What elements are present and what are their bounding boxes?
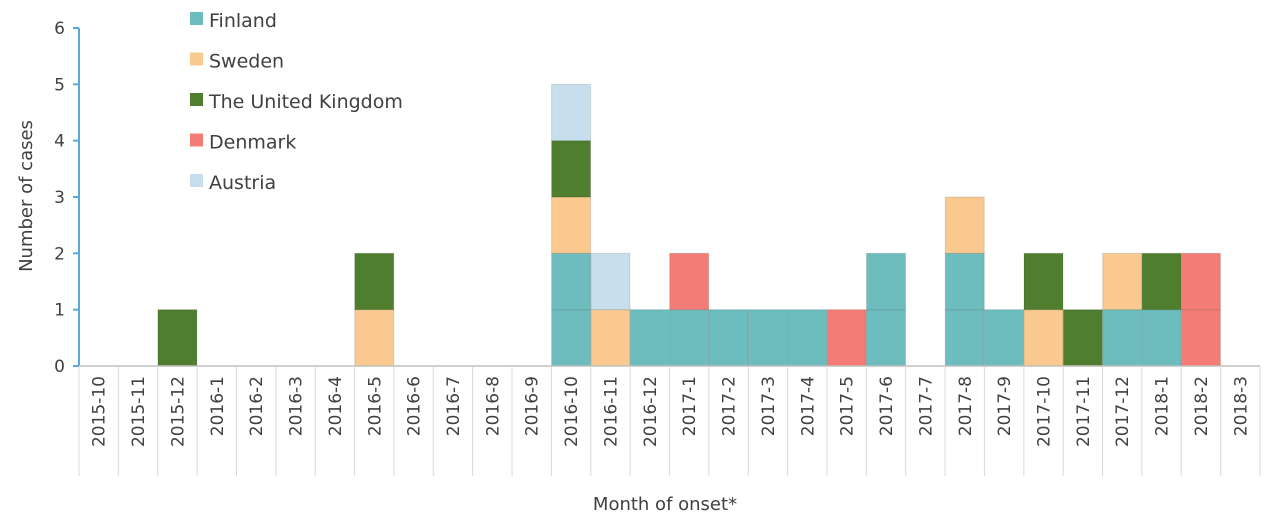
x-tick-label: 2016-9	[523, 376, 543, 436]
bar-segment-2017-8-finland	[944, 252, 985, 311]
bar-segment-2018-1-finland	[1141, 309, 1182, 367]
x-tick-label: 2017-12	[1113, 376, 1133, 447]
bar-segment-2018-2-denmark	[1180, 252, 1221, 311]
legend: Finland Sweden The United Kingdom Denmark Au…	[190, 10, 403, 194]
bar-segment-2018-1-the-united-kingdom	[1141, 252, 1182, 311]
x-tick-label: 2017-6	[877, 376, 897, 436]
bar-segment-2017-10-sweden	[1023, 309, 1064, 367]
x-axis-title: Month of onset*	[593, 494, 737, 515]
x-tick-label: 2018-1	[1153, 376, 1173, 436]
bar-segment-2017-8-sweden	[944, 196, 985, 254]
y-tick-label: 3	[54, 188, 65, 208]
y-tick-label: 2	[54, 244, 65, 264]
bar-segment-2016-12-finland	[629, 309, 670, 367]
bar-segment-2016-10-austria	[551, 83, 592, 142]
x-tick-label: 2017-3	[759, 376, 779, 436]
bar-segment-2017-12-sweden	[1102, 252, 1143, 311]
bar-segment-2018-2-denmark	[1180, 309, 1221, 367]
x-tick-label: 2016-7	[444, 376, 464, 436]
x-tick-label: 2016-6	[405, 376, 425, 436]
bar-segment-2017-6-finland	[866, 252, 907, 311]
x-tick-label: 2017-4	[798, 376, 818, 436]
x-tick-label: 2018-2	[1192, 376, 1212, 436]
x-tick-label: 2016-11	[601, 376, 621, 447]
x-tick-label: 2017-5	[838, 376, 858, 436]
bar-segment-2017-6-finland	[866, 309, 907, 367]
y-tick-label: 4	[54, 132, 65, 152]
y-tick-label: 1	[54, 301, 65, 321]
bar-segment-2016-10-the-united-kingdom	[551, 140, 592, 198]
x-tick-label: 2017-8	[956, 376, 976, 436]
axes-layer: 0 1 2 3 4 5 6 2015-10 2015-11 2015-12 2016-1 2016-2…	[54, 19, 1261, 476]
bar-segment-2017-11-the-united-kingdom	[1062, 309, 1103, 367]
bar-segment-2017-2-finland	[708, 309, 749, 367]
x-tick-label: 2016-2	[247, 376, 267, 436]
x-tick-label: 2017-7	[916, 376, 936, 436]
legend-swatch-denmark	[190, 133, 203, 147]
x-tick-label: 2017-1	[680, 376, 700, 436]
legend-label-denmark: Denmark	[209, 132, 296, 154]
x-tick-label: 2016-12	[641, 376, 661, 447]
bar-segment-2015-12-the-united-kingdom	[157, 309, 198, 367]
legend-swatch-finland	[190, 12, 203, 25]
x-tick-label: 2016-5	[365, 376, 385, 436]
bar-segment-2017-10-the-united-kingdom	[1023, 252, 1064, 311]
bar-segment-2016-5-sweden	[354, 309, 395, 367]
bar-segment-2017-12-finland	[1102, 309, 1143, 367]
legend-label-finland: Finland	[209, 10, 277, 32]
bar-segment-2016-10-finland	[551, 252, 592, 311]
y-axis-title: Number of cases	[16, 120, 37, 272]
legend-label-sweden: Sweden	[209, 51, 284, 73]
x-tick-label: 2017-2	[720, 376, 740, 436]
legend-swatch-the-united-kingdom	[190, 93, 203, 106]
x-tick-label: 2016-3	[287, 376, 307, 436]
bar-segment-2017-9-finland	[984, 309, 1025, 367]
legend-swatch-austria	[190, 174, 203, 187]
legend-swatch-sweden	[190, 52, 203, 66]
bar-segment-2016-10-sweden	[551, 196, 592, 254]
bar-segment-2016-11-sweden	[590, 309, 631, 367]
bar-segment-2017-1-denmark	[669, 252, 710, 311]
x-tick-label: 2015-11	[129, 376, 149, 447]
x-tick-label: 2016-4	[326, 376, 346, 436]
bar-segment-2016-10-finland	[551, 309, 592, 367]
bar-segment-2017-5-denmark	[826, 309, 867, 367]
x-tick-label: 2017-10	[1034, 376, 1054, 447]
bars-layer	[157, 83, 1221, 367]
x-tick-label: 2016-10	[562, 376, 582, 447]
bar-segment-2016-5-the-united-kingdom	[354, 252, 395, 311]
bar-segment-2016-11-austria	[590, 252, 631, 311]
legend-label-austria: Austria	[209, 172, 276, 194]
bar-segment-2017-1-finland	[669, 309, 710, 367]
bar-segment-2017-8-finland	[944, 309, 985, 367]
x-tick-label: 2015-10	[90, 376, 110, 447]
bar-segment-2017-4-finland	[787, 309, 828, 367]
y-tick-label: 6	[54, 19, 65, 39]
y-tick-label: 5	[54, 75, 65, 95]
x-tick-label: 2018-3	[1231, 376, 1251, 436]
legend-label-the-united-kingdom: The United Kingdom	[208, 91, 403, 113]
x-tick-label: 2015-12	[168, 376, 188, 447]
x-tick-label: 2016-8	[483, 376, 503, 436]
bar-segment-2017-3-finland	[747, 309, 788, 367]
y-tick-label: 0	[54, 357, 65, 377]
x-tick-label: 2016-1	[208, 376, 228, 436]
x-tick-label: 2017-11	[1074, 376, 1094, 447]
x-tick-label: 2017-9	[995, 376, 1015, 436]
